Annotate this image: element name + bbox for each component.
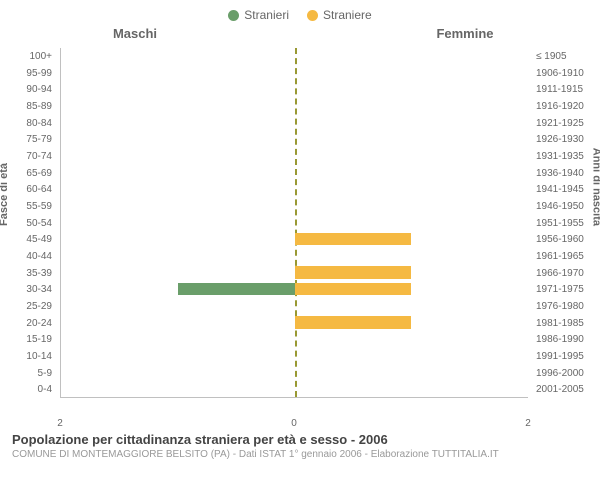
column-titles: Maschi Femmine — [10, 26, 590, 41]
bar-row — [61, 248, 528, 265]
bar-row — [61, 231, 528, 248]
legend-item-female: Straniere — [307, 8, 372, 22]
chart-subtitle: COMUNE DI MONTEMAGGIORE BELSITO (PA) - D… — [12, 449, 588, 460]
x-tick: 0 — [291, 418, 297, 429]
age-label: 95-99 — [10, 65, 56, 82]
bar-row — [61, 131, 528, 148]
birth-label: 1941-1945 — [532, 181, 590, 198]
legend: Stranieri Straniere — [0, 0, 600, 26]
birth-label: 1996-2000 — [532, 365, 590, 382]
chart-title: Popolazione per cittadinanza straniera p… — [12, 432, 588, 447]
bar-female — [295, 316, 412, 329]
bar-female — [295, 283, 412, 296]
bar-row — [61, 264, 528, 281]
female-swatch — [307, 10, 318, 21]
age-label: 5-9 — [10, 365, 56, 382]
birth-label: 1951-1955 — [532, 215, 590, 232]
y-labels-birth: ≤ 19051906-19101911-19151916-19201921-19… — [532, 48, 590, 398]
age-label: 70-74 — [10, 148, 56, 165]
bar-row — [61, 331, 528, 348]
bar-row — [61, 98, 528, 115]
y-axis-title-right: Anni di nascita — [590, 148, 600, 226]
chart-footer: Popolazione per cittadinanza straniera p… — [0, 426, 600, 460]
bar-row — [61, 381, 528, 398]
birth-label: 1956-1960 — [532, 231, 590, 248]
y-labels-age: 100+95-9990-9485-8980-8475-7970-7465-696… — [10, 48, 56, 398]
age-label: 85-89 — [10, 98, 56, 115]
x-tick: 2 — [57, 418, 63, 429]
birth-label: 1921-1925 — [532, 115, 590, 132]
birth-label: 1906-1910 — [532, 65, 590, 82]
birth-label: 1931-1935 — [532, 148, 590, 165]
bar-row — [61, 347, 528, 364]
age-label: 35-39 — [10, 265, 56, 282]
bar-female — [295, 266, 412, 279]
age-label: 15-19 — [10, 331, 56, 348]
bar-row — [61, 115, 528, 132]
bar-row — [61, 314, 528, 331]
bar-row — [61, 297, 528, 314]
age-label: 80-84 — [10, 115, 56, 132]
birth-label: 2001-2005 — [532, 381, 590, 398]
y-axis-title-left: Fasce di età — [0, 163, 10, 226]
bar-row — [61, 281, 528, 298]
pyramid-chart: Maschi Femmine Fasce di età Anni di nasc… — [10, 26, 590, 426]
age-label: 75-79 — [10, 131, 56, 148]
birth-label: 1911-1915 — [532, 81, 590, 98]
age-label: 45-49 — [10, 231, 56, 248]
bar-rows — [61, 48, 528, 397]
age-label: 100+ — [10, 48, 56, 65]
bar-row — [61, 48, 528, 65]
plot-area — [60, 48, 528, 398]
age-label: 65-69 — [10, 165, 56, 182]
birth-label: ≤ 1905 — [532, 48, 590, 65]
bar-row — [61, 148, 528, 165]
birth-label: 1986-1990 — [532, 331, 590, 348]
birth-label: 1916-1920 — [532, 98, 590, 115]
bar-row — [61, 65, 528, 82]
age-label: 30-34 — [10, 281, 56, 298]
birth-label: 1961-1965 — [532, 248, 590, 265]
x-tick: 2 — [525, 418, 531, 429]
age-label: 20-24 — [10, 315, 56, 332]
birth-label: 1991-1995 — [532, 348, 590, 365]
male-swatch — [228, 10, 239, 21]
birth-label: 1946-1950 — [532, 198, 590, 215]
legend-female-label: Straniere — [323, 8, 372, 22]
age-label: 10-14 — [10, 348, 56, 365]
legend-item-male: Stranieri — [228, 8, 289, 22]
birth-label: 1981-1985 — [532, 315, 590, 332]
bar-row — [61, 164, 528, 181]
bar-row — [61, 181, 528, 198]
legend-male-label: Stranieri — [244, 8, 289, 22]
bar-row — [61, 214, 528, 231]
bar-row — [61, 81, 528, 98]
birth-label: 1926-1930 — [532, 131, 590, 148]
birth-label: 1966-1970 — [532, 265, 590, 282]
bar-male — [178, 283, 295, 296]
age-label: 25-29 — [10, 298, 56, 315]
birth-label: 1976-1980 — [532, 298, 590, 315]
bar-female — [295, 233, 412, 246]
age-label: 55-59 — [10, 198, 56, 215]
age-label: 50-54 — [10, 215, 56, 232]
bar-row — [61, 364, 528, 381]
age-label: 90-94 — [10, 81, 56, 98]
age-label: 0-4 — [10, 381, 56, 398]
bar-row — [61, 198, 528, 215]
birth-label: 1936-1940 — [532, 165, 590, 182]
col-title-male: Maschi — [10, 26, 300, 41]
birth-label: 1971-1975 — [532, 281, 590, 298]
age-label: 60-64 — [10, 181, 56, 198]
age-label: 40-44 — [10, 248, 56, 265]
col-title-female: Femmine — [300, 26, 590, 41]
